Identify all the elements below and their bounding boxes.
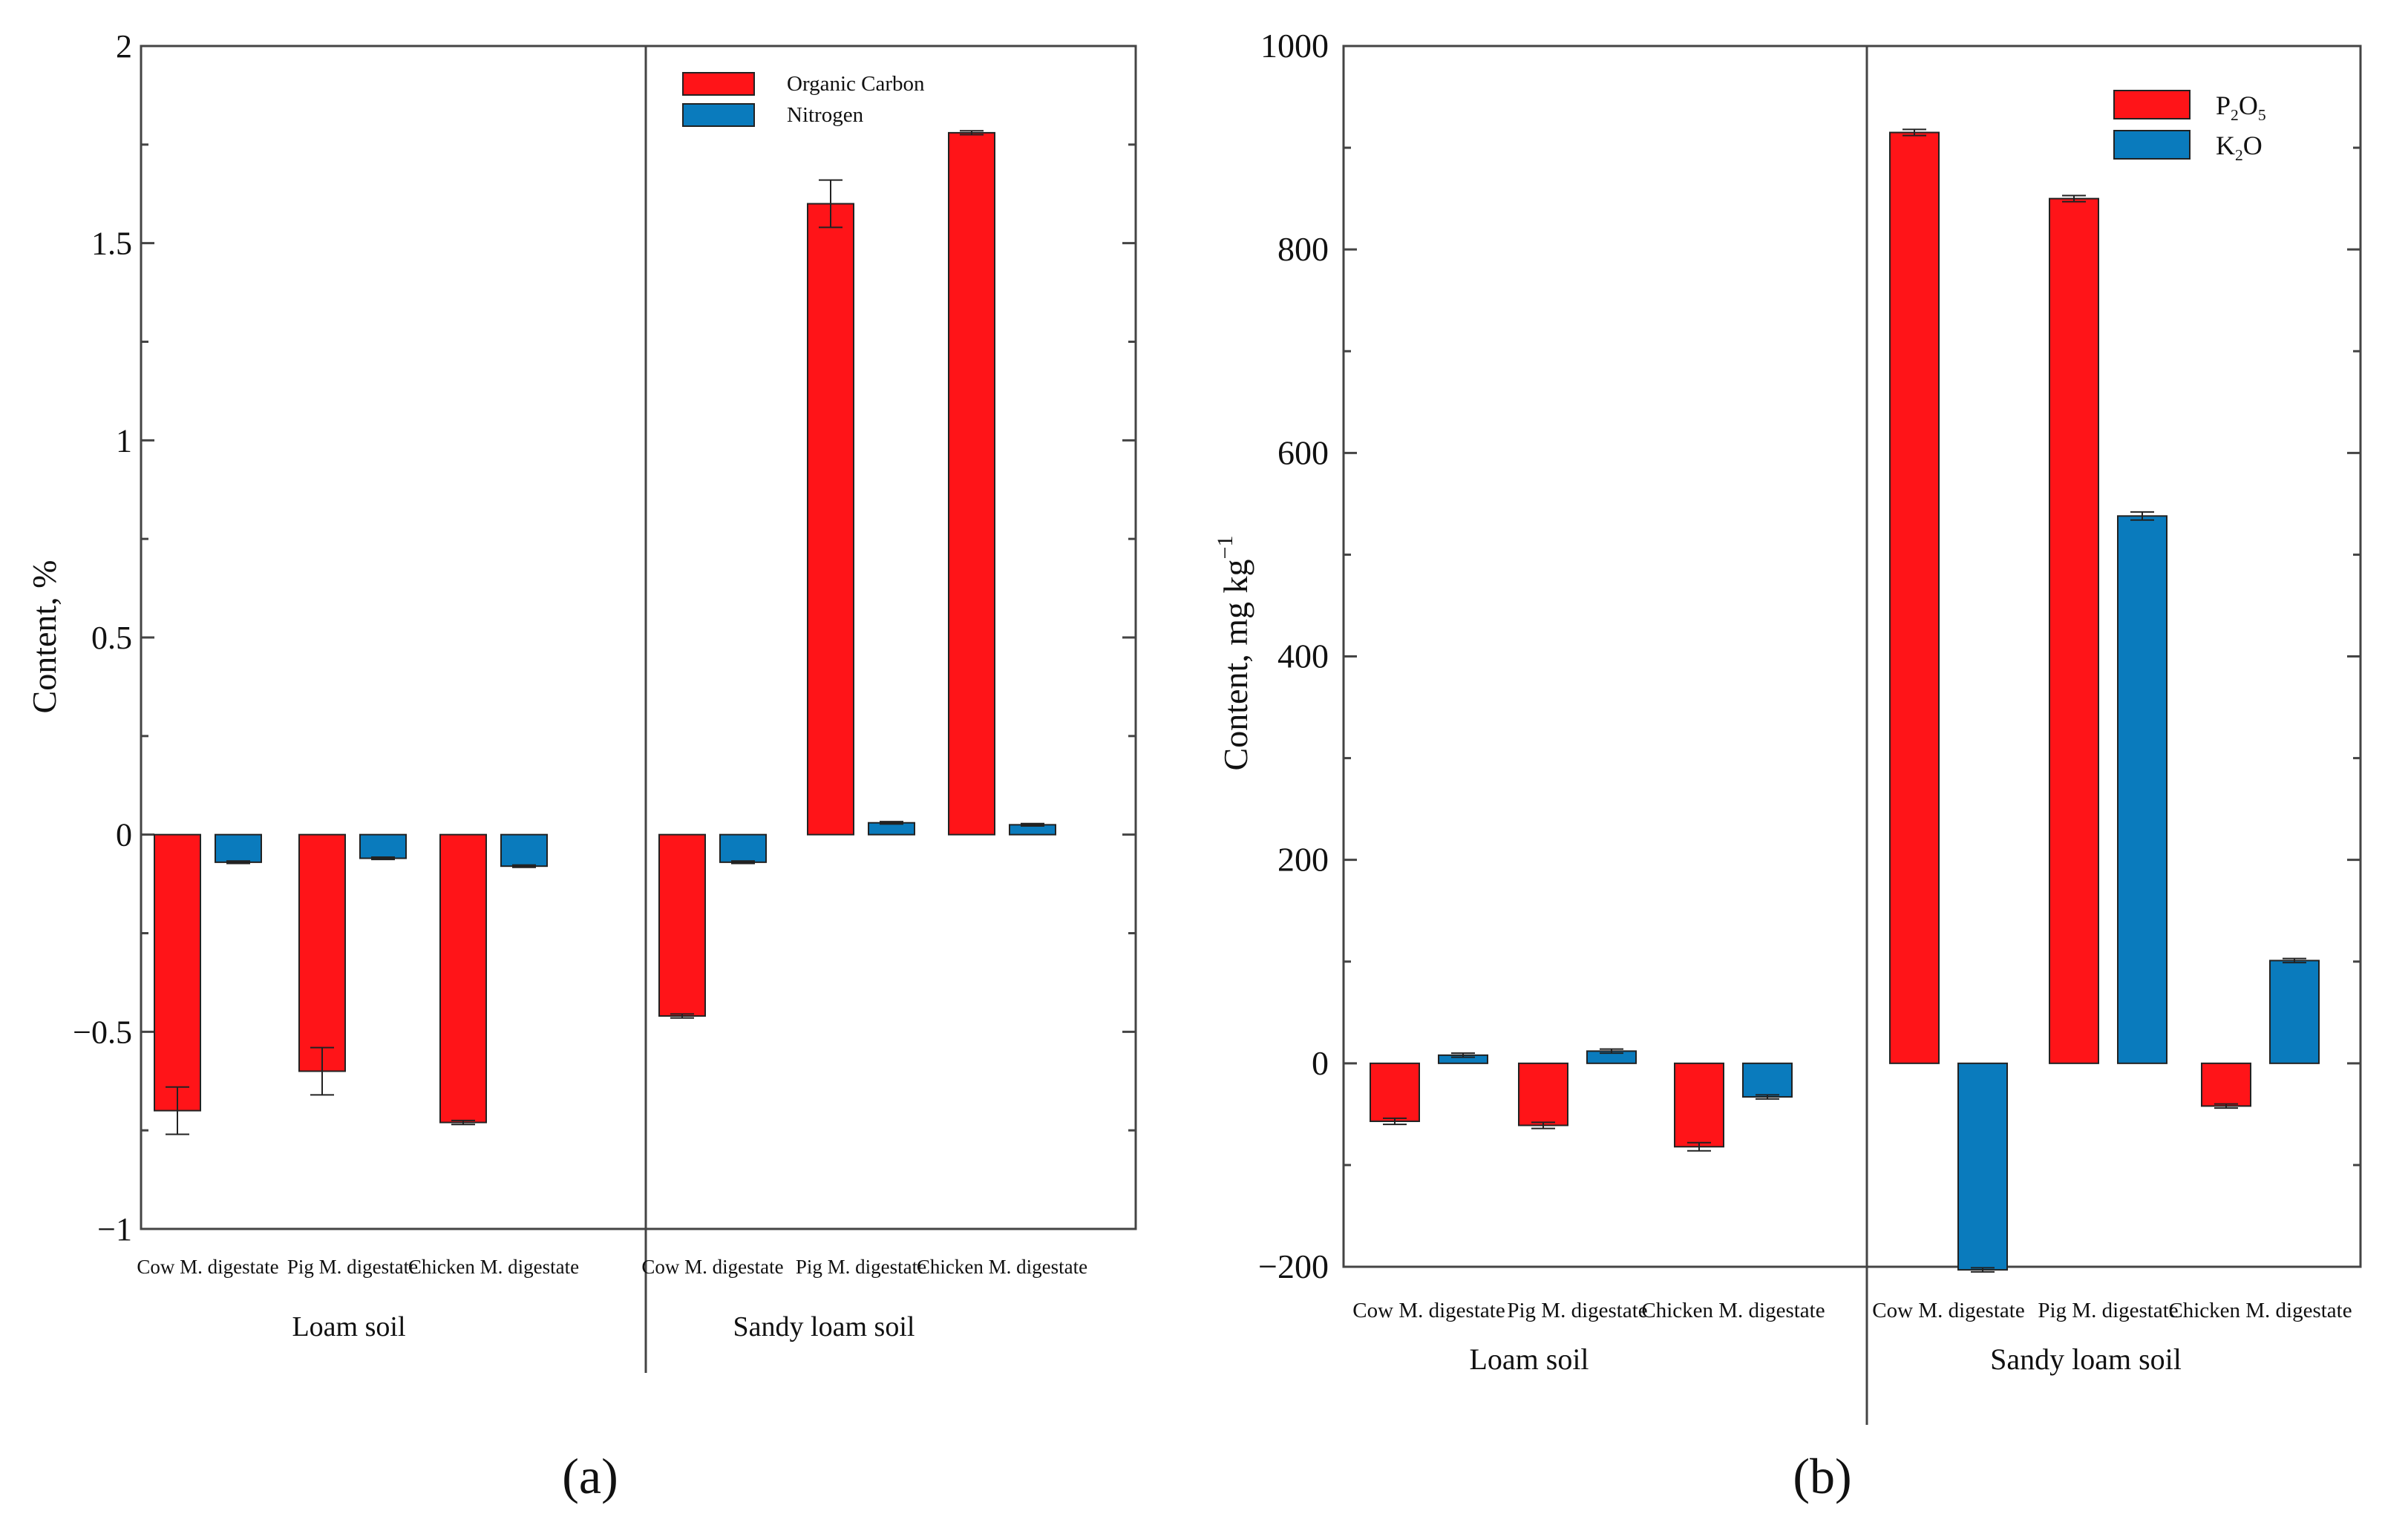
category-label: Cow M. digestate: [641, 1256, 783, 1278]
legend-label-text: P: [2216, 91, 2231, 120]
bar-series2: [500, 833, 548, 868]
y-axis-label: Content, mg kg−1: [1213, 536, 1254, 771]
y-tick-label: 0.5: [91, 620, 132, 656]
bar-series1: [1674, 1062, 1724, 1148]
category-labels: Cow M. digestate Pig M. digestateChicken …: [1352, 1299, 2352, 1322]
legend-swatch: [682, 103, 755, 127]
legend-label: K2O: [2216, 131, 2263, 164]
group-label: Loam soil: [1469, 1342, 1589, 1376]
legend-subscript: 2: [2235, 146, 2243, 164]
category-label: Pig M. digestate: [2038, 1299, 2178, 1322]
y-tick-label: 2: [116, 28, 132, 65]
bars: [1370, 128, 2320, 1273]
bar-series2: [1957, 1062, 2008, 1271]
bar-series2: [215, 833, 262, 863]
bar-series1: [439, 833, 487, 1124]
panel-a: −1 −0.5 0 0.5 1 1.5 2 Cow M. digestate Pig M. d…: [25, 28, 1137, 1504]
bar-series2: [719, 833, 767, 863]
bar-series1: [658, 833, 706, 1017]
y-tick-label: 600: [1277, 433, 1329, 471]
y-tick-label: 400: [1277, 637, 1329, 675]
bar-series1: [2201, 1062, 2251, 1107]
legend-label-text: O: [2243, 131, 2263, 160]
legend-label-text: O: [2239, 91, 2258, 120]
bar-series1: [1518, 1062, 1568, 1127]
category-label: Cow M. digestate: [137, 1256, 278, 1278]
legend-swatch: [2113, 130, 2191, 160]
panel-label: (a): [562, 1448, 618, 1504]
bar-series1: [1370, 1062, 1420, 1122]
category-label: Chicken M. digestate: [408, 1256, 579, 1278]
y-ticks: −1 −0.5 0 0.5 1 1.5 2: [73, 28, 1136, 1247]
bar-series2: [359, 833, 407, 859]
y-axis-label-exponent: −1: [1213, 536, 1237, 560]
category-label: Cow M. digestate: [1872, 1299, 2024, 1322]
group-labels: Loam soil Sandy loam soil: [292, 1311, 915, 1342]
bar-series1: [948, 131, 995, 836]
y-axis-label-text: Content, mg kg: [1217, 559, 1254, 770]
y-tick-label: 1.5: [91, 226, 132, 262]
group-labels: Loam soil Sandy loam soil: [1469, 1342, 2181, 1376]
category-label: Chicken M. digestate: [1641, 1299, 1825, 1322]
category-label: Pig M. digestate: [1507, 1299, 1647, 1322]
bar-series2: [2269, 960, 2320, 1064]
y-tick-label: −1: [97, 1211, 132, 1247]
legend-swatch: [2113, 90, 2191, 119]
group-label: Loam soil: [292, 1311, 405, 1342]
legend-label-text: K: [2216, 131, 2235, 160]
category-label: Chicken M. digestate: [2168, 1299, 2352, 1322]
group-label: Sandy loam soil: [733, 1311, 915, 1342]
legend-label: Nitrogen: [787, 103, 864, 127]
y-tick-label: 1000: [1260, 27, 1329, 65]
bar-series2: [2117, 515, 2167, 1064]
y-tick-label: 200: [1277, 841, 1329, 879]
panel-label: (b): [1793, 1448, 1851, 1504]
bar-series2: [1742, 1062, 1793, 1098]
y-tick-label: −0.5: [73, 1014, 132, 1050]
y-tick-label: 800: [1277, 230, 1329, 268]
bar-series1: [154, 833, 201, 1112]
legend-label-text: Organic Carbon: [787, 72, 925, 96]
y-ticks: −200 0 200 400 600 800 1000: [1258, 27, 2360, 1285]
bars: [154, 130, 1056, 1135]
legend-label: Organic Carbon: [787, 72, 925, 96]
y-tick-label: 1: [116, 422, 132, 459]
legend: Organic Carbon Nitrogen: [682, 72, 925, 127]
category-labels: Cow M. digestate Pig M. digestateChicken …: [137, 1256, 1087, 1278]
legend-subscript: 2: [2231, 106, 2239, 124]
category-label: Pig M. digestate: [287, 1256, 418, 1278]
legend-label: P2O5: [2216, 91, 2266, 124]
legend-label-text: Nitrogen: [787, 103, 864, 127]
bar-series1: [807, 203, 854, 836]
y-axis-label: Content, %: [25, 560, 63, 714]
legend-swatch: [682, 72, 755, 96]
category-label: Pig M. digestate: [796, 1256, 926, 1278]
bar-series1: [1889, 131, 1940, 1064]
bar-series1: [2049, 197, 2099, 1064]
category-label: Chicken M. digestate: [917, 1256, 1087, 1278]
y-tick-label: 0: [1312, 1044, 1329, 1082]
y-tick-label: 0: [116, 817, 132, 853]
y-tick-label: −200: [1258, 1247, 1329, 1285]
bar-series1: [298, 833, 346, 1072]
group-label: Sandy loam soil: [1990, 1342, 2182, 1376]
category-label: Cow M. digestate: [1352, 1299, 1505, 1322]
legend-subscript: 5: [2258, 106, 2266, 124]
